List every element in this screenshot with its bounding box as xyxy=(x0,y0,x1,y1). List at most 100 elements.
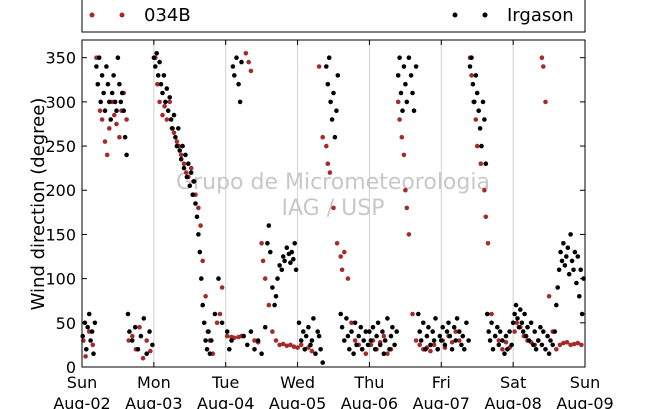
data-point xyxy=(241,333,246,339)
data-point xyxy=(531,342,536,348)
data-point xyxy=(127,329,132,334)
data-point xyxy=(335,73,341,78)
data-point xyxy=(385,351,390,357)
data-point xyxy=(97,108,103,113)
data-point xyxy=(138,333,144,339)
data-point xyxy=(186,161,191,166)
data-point xyxy=(259,351,264,357)
data-point xyxy=(372,347,378,352)
data-point xyxy=(198,223,203,228)
data-point xyxy=(331,205,336,211)
data-point xyxy=(98,99,103,105)
legend-marker xyxy=(452,12,458,18)
data-point xyxy=(204,347,210,352)
data-point xyxy=(153,64,158,69)
data-point xyxy=(94,64,99,69)
data-point xyxy=(400,108,405,113)
data-point xyxy=(104,152,110,158)
data-point xyxy=(168,117,174,122)
data-point xyxy=(112,99,118,105)
data-point xyxy=(227,347,232,352)
data-point xyxy=(574,280,579,286)
data-point xyxy=(216,276,221,281)
data-point xyxy=(489,311,494,317)
x-tick-label-date: Aug-02 xyxy=(53,394,110,409)
data-point xyxy=(533,347,539,352)
data-point xyxy=(277,263,282,268)
data-point xyxy=(519,320,525,326)
data-point xyxy=(575,254,581,259)
data-point xyxy=(370,324,376,330)
data-point xyxy=(224,329,230,334)
data-point xyxy=(381,333,387,339)
data-point xyxy=(301,329,306,334)
data-point xyxy=(539,55,545,60)
data-point xyxy=(308,342,313,348)
x-tick-label-day: Thu xyxy=(353,373,384,392)
data-point xyxy=(200,258,205,264)
data-point xyxy=(528,320,534,326)
data-point xyxy=(117,134,122,140)
data-point xyxy=(543,347,548,352)
data-point xyxy=(174,139,180,144)
data-point xyxy=(577,294,582,299)
data-point xyxy=(130,338,135,343)
data-point xyxy=(167,95,172,100)
data-point xyxy=(557,342,563,348)
data-point xyxy=(408,73,414,78)
data-point xyxy=(178,152,184,158)
data-point xyxy=(154,51,159,56)
data-point xyxy=(140,355,146,361)
data-point xyxy=(417,342,423,348)
data-point xyxy=(554,347,559,352)
data-point xyxy=(316,333,322,339)
x-tick-label-date: Aug-08 xyxy=(484,394,541,409)
data-point xyxy=(460,333,466,339)
data-point xyxy=(367,329,372,334)
data-point xyxy=(243,51,249,56)
data-point xyxy=(351,351,356,357)
data-point xyxy=(473,73,479,78)
data-point xyxy=(464,320,469,326)
data-point xyxy=(259,241,264,246)
data-point xyxy=(135,347,141,352)
data-point xyxy=(315,329,321,334)
data-point xyxy=(558,249,563,255)
data-point xyxy=(207,351,213,357)
data-point xyxy=(306,324,311,330)
data-point xyxy=(474,90,480,96)
data-point xyxy=(562,263,568,268)
data-point xyxy=(268,249,273,255)
data-point xyxy=(536,338,541,343)
data-point xyxy=(459,342,464,348)
data-point xyxy=(178,157,184,162)
data-point xyxy=(359,347,365,352)
data-point xyxy=(252,347,257,352)
data-point xyxy=(108,117,113,122)
data-point xyxy=(442,342,448,348)
data-point xyxy=(183,170,189,175)
data-point xyxy=(164,86,170,91)
data-point xyxy=(95,81,101,87)
data-point xyxy=(579,311,585,317)
data-point xyxy=(472,99,477,105)
data-point xyxy=(270,329,275,334)
data-point xyxy=(155,73,161,78)
data-point xyxy=(397,117,402,122)
data-point xyxy=(411,108,417,113)
data-point xyxy=(122,134,128,140)
data-point xyxy=(487,338,493,343)
data-point xyxy=(485,241,491,246)
data-point xyxy=(446,320,451,326)
data-point xyxy=(325,161,331,166)
data-point xyxy=(105,81,111,87)
data-point xyxy=(418,338,424,343)
data-point xyxy=(397,55,402,60)
data-point xyxy=(199,276,204,281)
data-point xyxy=(157,59,162,65)
data-point xyxy=(104,64,109,69)
data-point xyxy=(119,90,125,96)
data-point xyxy=(288,260,293,266)
x-tick-label-date: Aug-03 xyxy=(125,394,182,409)
data-point xyxy=(190,192,195,197)
